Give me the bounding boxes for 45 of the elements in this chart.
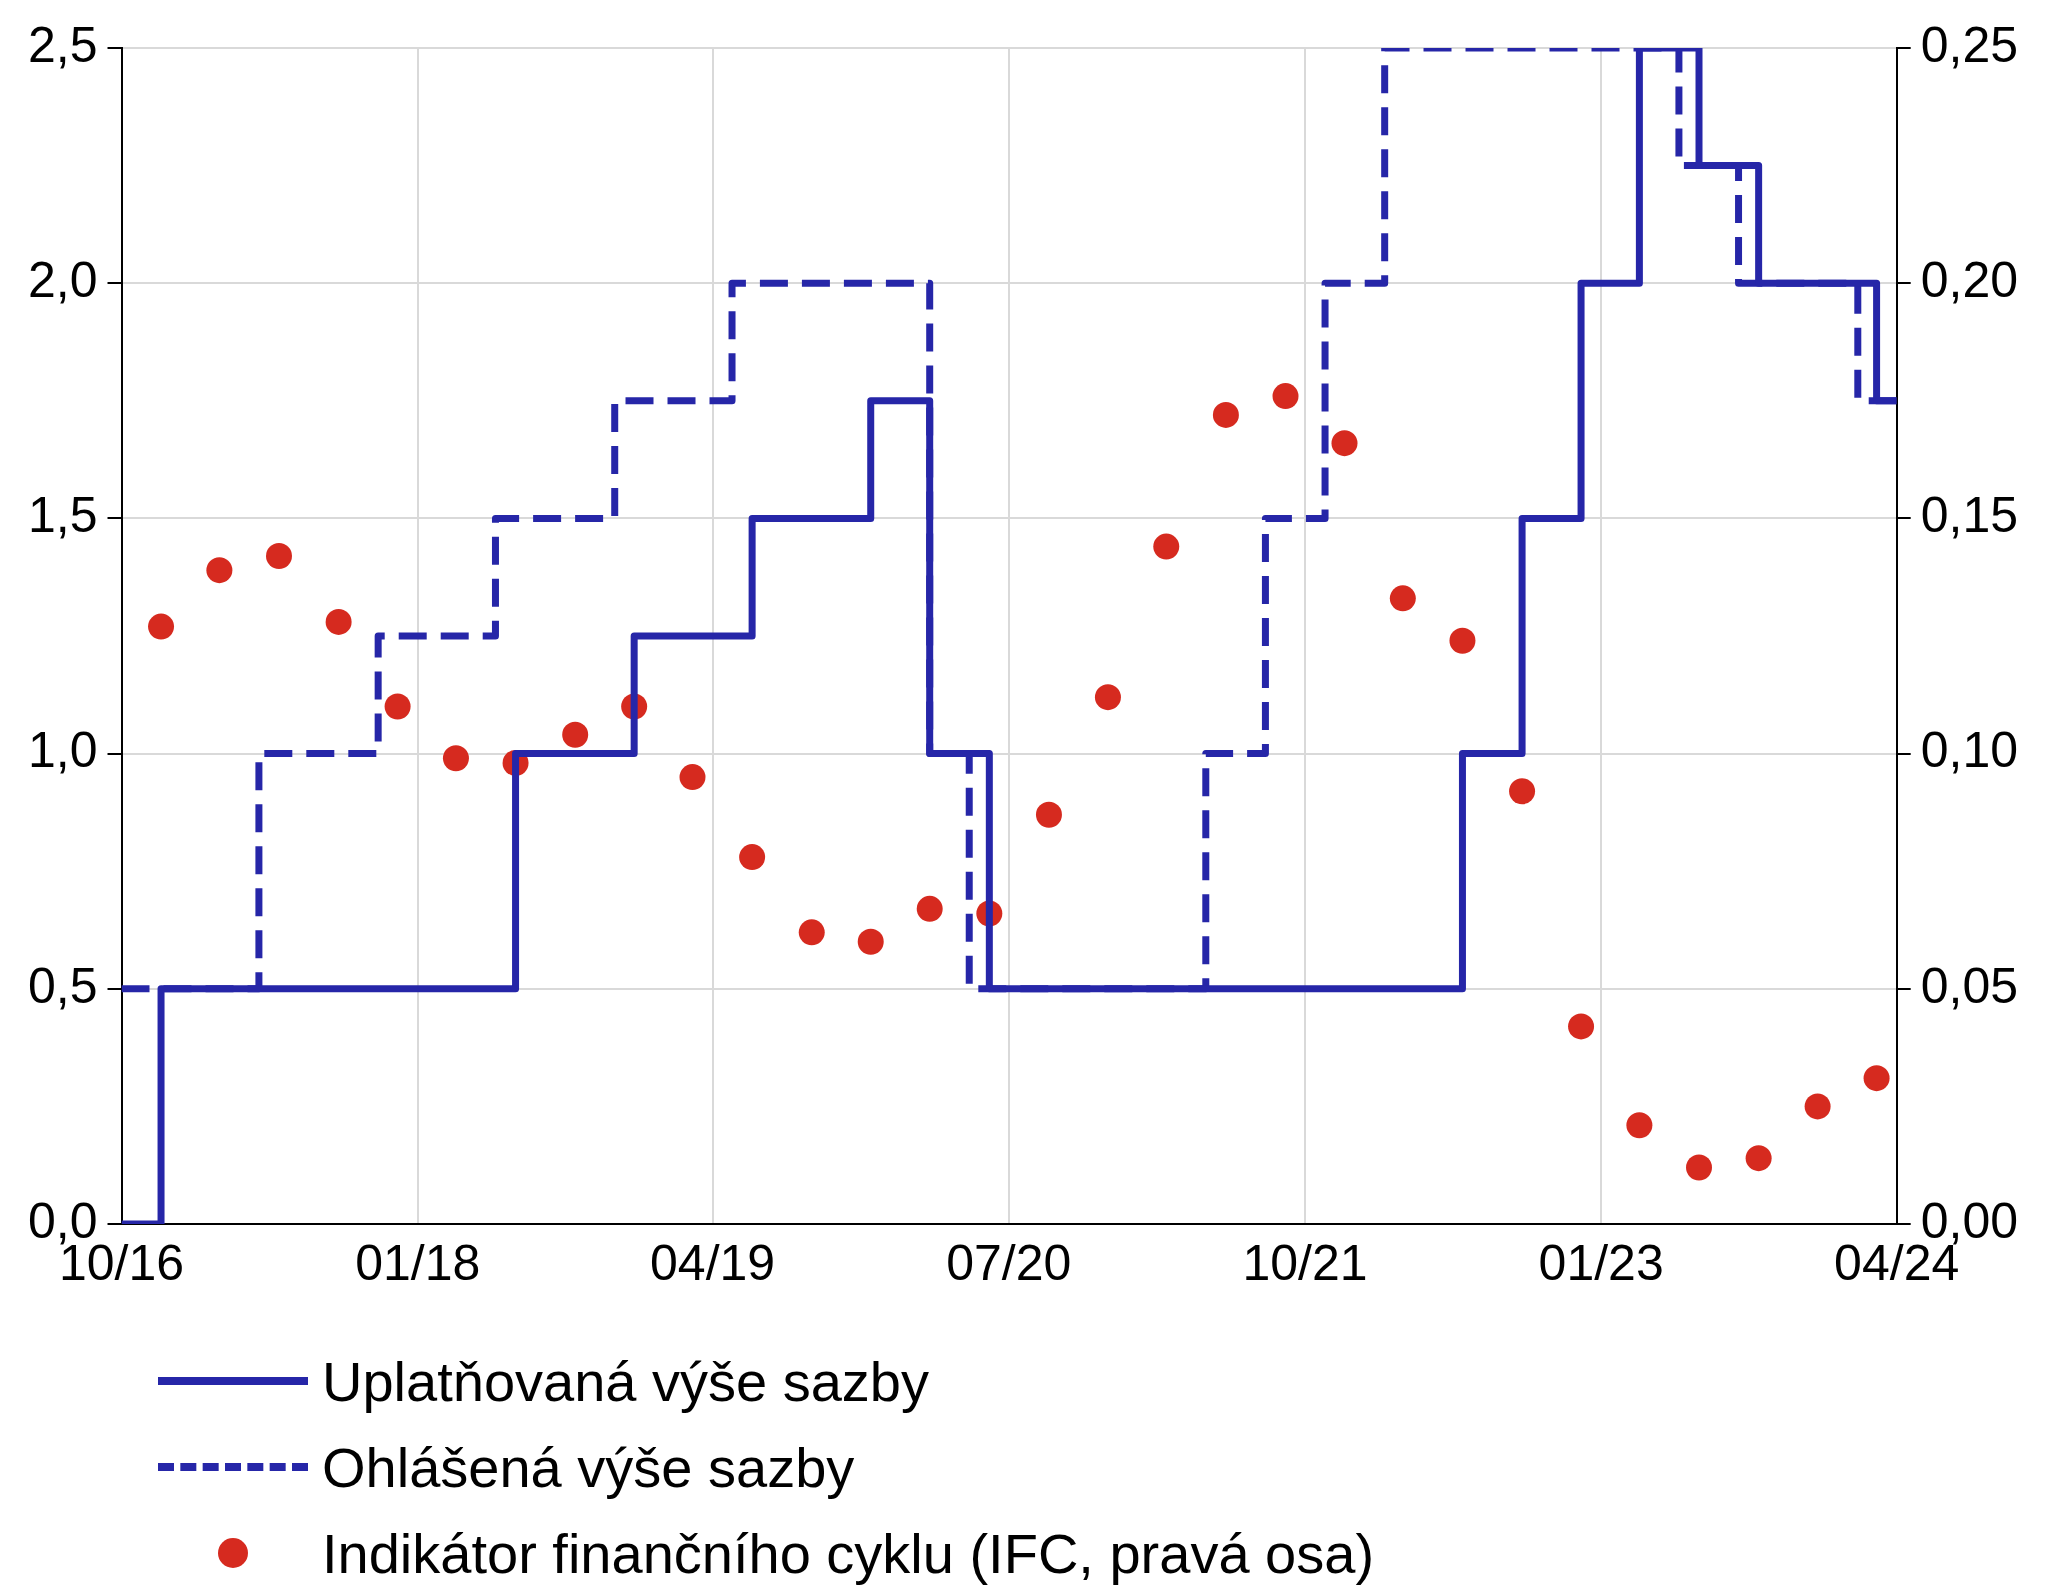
point bbox=[679, 764, 706, 791]
y2-tick-label: 0,25 bbox=[1920, 16, 2019, 73]
y-tick-label: 2,0 bbox=[27, 251, 98, 308]
point bbox=[1331, 430, 1358, 457]
y2-tick-label: 0,15 bbox=[1920, 487, 2019, 544]
point bbox=[1094, 684, 1121, 711]
point bbox=[325, 608, 352, 635]
point bbox=[1568, 1013, 1595, 1040]
x-tick-label: 07/20 bbox=[946, 1234, 1072, 1291]
x-tick-label: 01/23 bbox=[1538, 1234, 1664, 1291]
point bbox=[1804, 1093, 1831, 1120]
point bbox=[1449, 627, 1476, 654]
point bbox=[266, 543, 292, 570]
y-tick-label: 1,0 bbox=[27, 722, 98, 779]
point bbox=[384, 693, 411, 720]
point bbox=[1272, 383, 1299, 410]
y2-tick-label: 0,10 bbox=[1920, 722, 2019, 779]
point bbox=[1509, 778, 1536, 805]
point bbox=[1153, 533, 1180, 560]
y2-tick-label: 0,05 bbox=[1920, 957, 2019, 1014]
y-tick-label: 2,5 bbox=[27, 16, 98, 73]
point bbox=[1863, 1065, 1890, 1092]
legend-label: Ohlášená výše sazby bbox=[322, 1434, 855, 1500]
point bbox=[442, 745, 469, 772]
point bbox=[1389, 585, 1416, 612]
point bbox=[1686, 1154, 1713, 1181]
y-tick-label: 0,5 bbox=[27, 957, 98, 1014]
x-tick-label: 10/21 bbox=[1242, 1234, 1368, 1291]
point bbox=[562, 721, 589, 748]
point bbox=[1745, 1145, 1772, 1172]
point bbox=[1035, 801, 1062, 828]
point bbox=[1212, 401, 1239, 428]
point bbox=[857, 928, 884, 955]
legend-label: Uplatňovaná výše sazby bbox=[322, 1348, 930, 1414]
point bbox=[206, 557, 233, 584]
point bbox=[798, 919, 825, 946]
y-tick-label: 1,5 bbox=[27, 487, 98, 544]
point bbox=[916, 895, 943, 922]
legend-label: Indikátor finančního cyklu (IFC, pravá osa) bbox=[322, 1520, 1375, 1586]
point bbox=[739, 844, 766, 871]
y2-tick-label: 0,20 bbox=[1920, 251, 2019, 308]
point bbox=[148, 613, 175, 640]
x-tick-label: 01/18 bbox=[355, 1234, 481, 1291]
point bbox=[1626, 1112, 1653, 1139]
x-tick-label: 04/19 bbox=[650, 1234, 776, 1291]
